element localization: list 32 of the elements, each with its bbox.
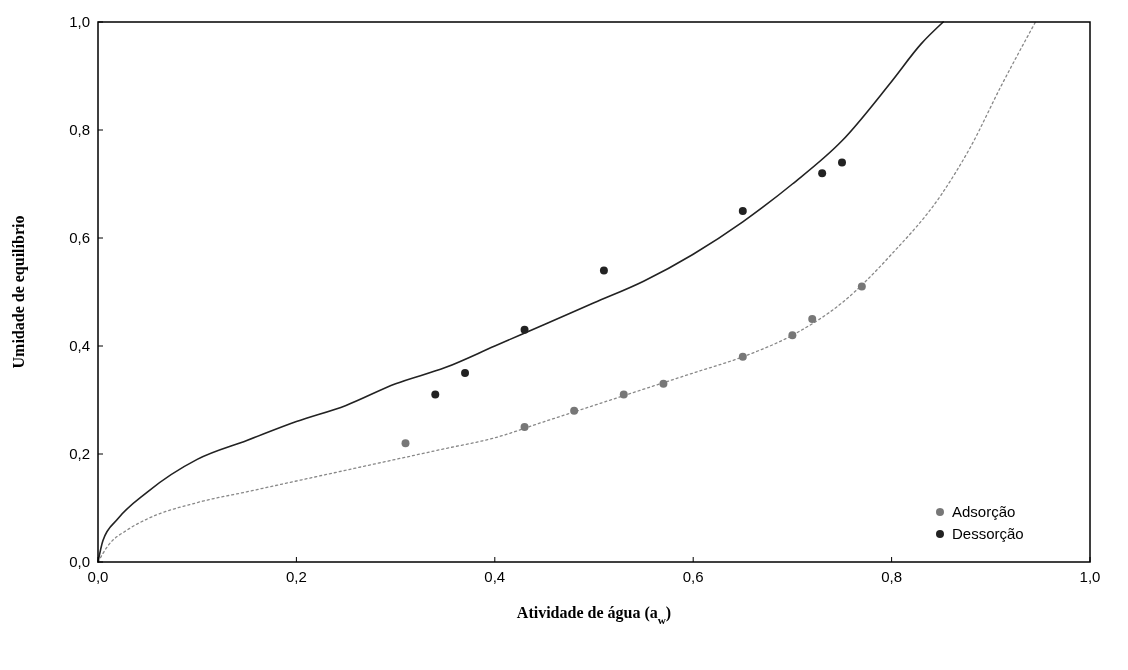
x-tick-label: 0,8 — [881, 568, 903, 585]
point — [431, 390, 440, 399]
point — [788, 331, 797, 340]
y-tick-label: 0,0 — [69, 553, 90, 570]
point — [738, 207, 747, 215]
point — [520, 325, 529, 334]
point — [401, 439, 410, 448]
legend-label: Adsorção — [952, 503, 1016, 520]
point — [619, 390, 628, 399]
point — [461, 369, 470, 377]
x-tick-label: 0,2 — [285, 568, 307, 585]
x-tick-label: 1,0 — [1079, 568, 1101, 585]
legend-label: Dessorção — [952, 525, 1024, 542]
x-axis-title: Atividade de água (a$_{w}$) — [516, 604, 672, 626]
y-tick-label: 0,6 — [69, 229, 90, 246]
x-tick-label: 0,6 — [682, 568, 704, 585]
x-tick-label: 0,4 — [484, 568, 506, 585]
x-tick-label: 0,0 — [87, 568, 109, 585]
y-tick-label: 1,0 — [69, 13, 90, 30]
y-tick-label: 0,2 — [69, 445, 90, 462]
point — [838, 158, 846, 167]
point — [857, 282, 866, 291]
point — [520, 423, 529, 431]
y-tick-label: 0,8 — [69, 121, 90, 138]
point — [659, 379, 668, 388]
y-tick-label: 0,4 — [69, 337, 90, 354]
point — [818, 169, 827, 178]
point — [570, 406, 579, 415]
y-axis-title: Umidade de equilíbrio — [10, 215, 28, 369]
point — [808, 315, 817, 323]
point — [599, 266, 608, 275]
point — [738, 352, 747, 361]
